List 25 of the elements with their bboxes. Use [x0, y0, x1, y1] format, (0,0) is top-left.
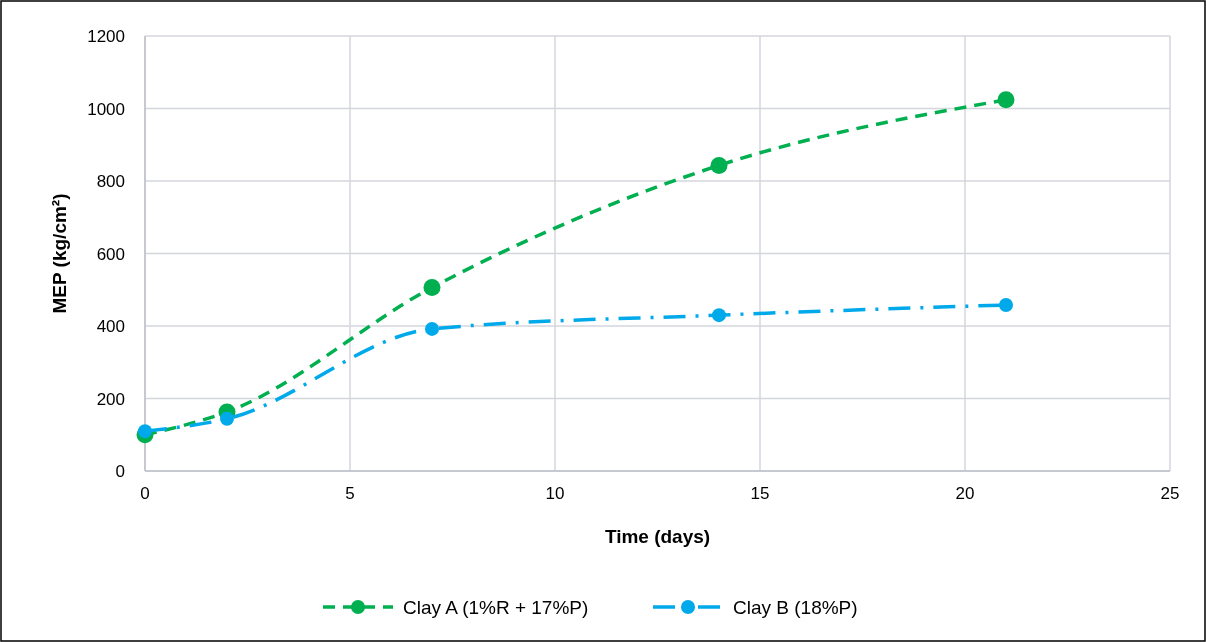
- y-tick-label: 200: [96, 389, 125, 409]
- y-tick-label: 1000: [87, 99, 125, 119]
- point: [999, 297, 1013, 312]
- x-tick-label: 25: [1160, 484, 1180, 503]
- point: [712, 308, 726, 323]
- y-tick-label: 800: [96, 172, 125, 191]
- point: [423, 279, 441, 297]
- point: [138, 424, 152, 439]
- x-axis-title: Time (days): [604, 526, 711, 547]
- x-tick-label: 20: [955, 484, 975, 503]
- point: [220, 411, 234, 426]
- y-tick-label: 0: [115, 462, 125, 481]
- x-tick-label: 15: [750, 484, 770, 503]
- y-tick-label: 400: [96, 317, 125, 336]
- legend-label: Clay B (18%P): [733, 597, 858, 618]
- point: [710, 156, 728, 174]
- x-tick-label: 5: [345, 484, 355, 503]
- point: [997, 91, 1015, 109]
- x-tick-label: 10: [545, 484, 565, 503]
- y-axis-title: MEP (kg/cm²): [49, 193, 70, 314]
- legend-label: Clay A (1%R + 17%P): [403, 597, 589, 618]
- x-tick-label: 0: [140, 484, 150, 503]
- point: [425, 321, 439, 336]
- y-tick-label: 1200: [87, 27, 125, 46]
- y-tick-label: 600: [96, 244, 125, 264]
